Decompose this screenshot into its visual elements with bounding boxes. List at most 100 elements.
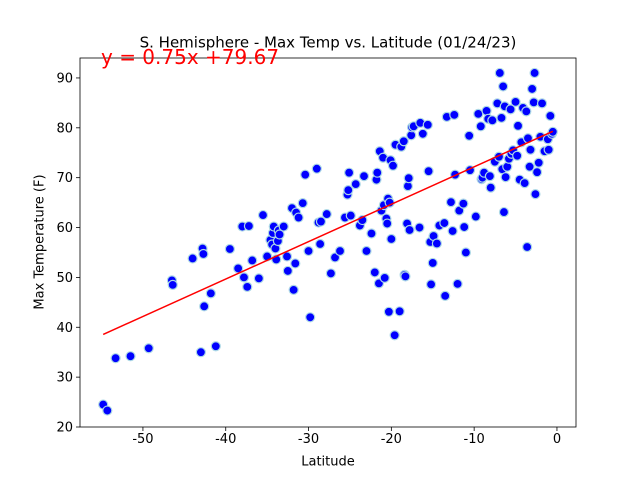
point	[315, 238, 326, 250]
point	[282, 265, 293, 277]
y-tick-label: 70	[56, 171, 73, 186]
annotation: y = 0.75x +79.67	[101, 45, 279, 69]
x-tick-label: -30	[298, 432, 319, 447]
y-tick-label: 80	[56, 121, 73, 136]
point	[460, 247, 471, 258]
point	[343, 185, 354, 196]
point	[527, 83, 538, 95]
point	[366, 228, 377, 239]
point	[386, 233, 397, 245]
point	[253, 273, 264, 284]
point	[387, 160, 399, 171]
point	[512, 120, 524, 131]
point	[300, 169, 311, 180]
point	[543, 144, 554, 155]
point	[525, 144, 536, 155]
y-tick-label: 60	[56, 221, 73, 236]
y-tick-label: 30	[56, 371, 73, 386]
point	[427, 257, 438, 269]
point	[379, 272, 390, 284]
y-axis-label: Max Temperature (F)	[33, 174, 48, 309]
point	[496, 112, 507, 123]
y-tick-label: 50	[56, 271, 73, 286]
x-tick-label: -20	[381, 432, 402, 447]
point	[528, 97, 539, 108]
point	[274, 229, 285, 240]
x-tick-label: -50	[132, 432, 153, 447]
point	[125, 351, 136, 362]
point	[536, 98, 548, 109]
point	[484, 171, 495, 182]
point	[243, 220, 255, 232]
y-tick-label: 40	[56, 321, 73, 336]
point	[470, 211, 481, 222]
point	[545, 110, 556, 121]
point	[431, 238, 442, 249]
point	[458, 198, 469, 209]
point	[398, 136, 409, 147]
point	[311, 163, 322, 174]
point	[143, 343, 154, 354]
point	[297, 198, 308, 209]
point	[242, 281, 253, 292]
point	[199, 301, 210, 312]
point	[498, 206, 510, 218]
point	[417, 128, 428, 139]
point	[459, 221, 470, 233]
point	[464, 130, 475, 141]
point	[198, 248, 209, 260]
plot-frame	[79, 57, 577, 428]
point	[530, 189, 541, 200]
point	[278, 221, 289, 232]
point	[210, 341, 221, 352]
point	[487, 115, 498, 126]
point	[247, 255, 258, 266]
point	[290, 258, 301, 269]
point	[500, 172, 511, 183]
point	[485, 182, 496, 193]
point	[522, 241, 533, 253]
y-tick-label: 90	[56, 71, 73, 86]
point	[205, 288, 216, 299]
point	[102, 405, 113, 416]
point	[512, 150, 523, 161]
point	[475, 121, 486, 132]
point	[167, 279, 178, 290]
point	[361, 245, 372, 257]
point	[510, 96, 521, 107]
point	[257, 209, 269, 221]
point	[498, 81, 509, 92]
point	[519, 178, 530, 189]
point	[238, 272, 250, 283]
point	[321, 208, 332, 220]
point	[425, 279, 437, 290]
point	[445, 197, 457, 208]
point	[452, 278, 463, 289]
point	[315, 216, 327, 227]
point	[521, 106, 532, 117]
point	[372, 167, 383, 178]
x-tick-label: -10	[464, 432, 485, 447]
x-tick-label: 0	[553, 432, 561, 447]
point	[473, 108, 484, 119]
point	[344, 167, 355, 178]
point	[422, 119, 433, 130]
point	[529, 67, 540, 79]
point	[369, 267, 380, 278]
point	[494, 67, 505, 79]
point	[325, 268, 336, 279]
point	[403, 173, 414, 184]
point	[288, 284, 299, 295]
point	[524, 161, 535, 172]
point	[533, 157, 544, 168]
y-tick-label: 20	[56, 421, 73, 436]
point	[389, 330, 400, 341]
point	[303, 245, 314, 257]
point	[334, 245, 346, 257]
point	[350, 179, 361, 190]
point	[224, 243, 235, 255]
point	[414, 222, 425, 233]
point	[447, 225, 458, 237]
